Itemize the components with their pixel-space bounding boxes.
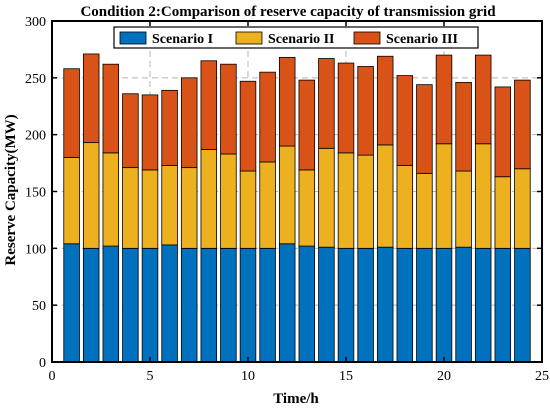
bar-scenario-iii-t23 [494, 86, 512, 178]
bar-scenario-iii-t17 [376, 55, 394, 146]
legend-swatch [119, 31, 147, 45]
bar-scenario-ii-t11 [259, 161, 276, 249]
bar-scenario-ii-t24 [514, 168, 531, 249]
bar-scenario-i-t21 [455, 246, 472, 363]
bar-scenario-i-t4 [122, 247, 139, 363]
bar-scenario-ii-t13 [298, 169, 316, 247]
bar-scenario-iii-t21 [455, 81, 472, 172]
bar-scenario-iii-t4 [122, 93, 139, 169]
bar-scenario-ii-t17 [376, 144, 394, 248]
bar-scenario-ii-t20 [435, 143, 453, 249]
bar-scenario-ii-t6 [161, 164, 178, 246]
x-tick-label: 15 [339, 369, 353, 384]
bar-scenario-ii-t9 [220, 153, 237, 249]
bar-scenario-iii-t8 [200, 60, 218, 150]
y-tick-label: 250 [25, 72, 46, 87]
bar-scenario-iii-t10 [239, 80, 257, 172]
x-tick-label: 20 [437, 369, 451, 384]
bar-scenario-ii-t19 [416, 172, 433, 249]
bar-scenario-iii-t6 [161, 89, 178, 166]
bar-scenario-i-t17 [376, 246, 394, 363]
y-tick-label: 150 [25, 186, 46, 201]
bar-scenario-iii-t24 [514, 79, 531, 170]
bar-scenario-iii-t14 [318, 58, 335, 149]
bar-scenario-ii-t15 [337, 152, 355, 249]
bar-scenario-i-t13 [298, 245, 316, 363]
bar-scenario-ii-t10 [239, 170, 257, 249]
bar-scenario-iii-t15 [337, 62, 355, 154]
bar-scenario-iii-t22 [474, 54, 492, 145]
y-tick-label: 200 [25, 129, 46, 144]
bar-scenario-iii-t12 [278, 56, 296, 147]
bar-scenario-iii-t19 [416, 84, 433, 174]
y-tick-label: 0 [39, 356, 46, 371]
bar-scenario-i-t15 [337, 247, 355, 363]
bar-scenario-i-t19 [416, 247, 433, 363]
bar-scenario-ii-t12 [278, 145, 296, 245]
y-tick-label: 100 [25, 242, 46, 257]
legend-swatch [235, 31, 263, 45]
bar-scenario-ii-t23 [494, 176, 512, 249]
x-tick-label: 25 [535, 369, 549, 384]
x-axis-label: Time/h [273, 391, 319, 407]
bar-scenario-iii-t9 [220, 63, 237, 155]
bar-scenario-i-t23 [494, 247, 512, 363]
bar-scenario-i-t1 [63, 243, 80, 363]
bar-scenario-ii-t4 [122, 167, 139, 249]
bar-scenario-i-t11 [259, 247, 276, 363]
bar-scenario-iii-t18 [396, 75, 414, 166]
bar-scenario-i-t12 [278, 243, 296, 363]
x-tick-label: 0 [49, 369, 56, 384]
bar-scenario-ii-t3 [102, 152, 120, 247]
bar-scenario-i-t3 [102, 245, 120, 363]
bar-scenario-ii-t2 [82, 142, 100, 249]
bar-scenario-i-t16 [357, 247, 374, 363]
bar-scenario-i-t2 [82, 247, 100, 363]
bar-scenario-iii-t20 [435, 54, 453, 145]
bar-scenario-ii-t18 [396, 164, 414, 249]
bar-scenario-iii-t1 [63, 68, 80, 158]
bar-scenario-i-t6 [161, 244, 178, 363]
legend-entry: Scenario II [268, 32, 335, 47]
bar-scenario-i-t9 [220, 247, 237, 363]
bar-scenario-ii-t22 [474, 143, 492, 249]
bar-scenario-i-t7 [180, 247, 198, 363]
y-tick-label: 300 [25, 15, 46, 30]
bar-scenario-ii-t21 [455, 170, 472, 248]
bar-scenario-ii-t16 [357, 154, 374, 249]
bar-scenario-iii-t5 [141, 94, 159, 171]
bar-scenario-ii-t5 [141, 169, 159, 249]
bar-scenario-iii-t3 [102, 63, 120, 154]
bar-scenario-i-t24 [514, 247, 531, 363]
legend-entry: Scenario III [386, 32, 458, 47]
x-tick-label: 10 [241, 369, 255, 384]
bar-scenario-i-t8 [200, 247, 218, 363]
legend-entry: Scenario I [152, 32, 213, 47]
legend: Scenario I Scenario II Scenario III [113, 26, 479, 49]
legend-box [113, 26, 479, 49]
bar-scenario-ii-t7 [180, 167, 198, 249]
bar-scenario-ii-t8 [200, 149, 218, 249]
bar-scenario-ii-t14 [318, 147, 335, 248]
plot-area: 0 50 100 150 200 250 300 0 5 10 15 20 25 [25, 15, 549, 384]
bar-scenario-iii-t11 [259, 71, 276, 163]
bar-scenario-iii-t16 [357, 66, 374, 156]
bar-scenario-iii-t13 [298, 79, 316, 171]
bar-scenario-iii-t2 [82, 53, 100, 144]
bar-scenario-ii-t1 [63, 156, 80, 245]
bar-scenario-i-t14 [318, 246, 335, 363]
bar-scenario-i-t5 [141, 247, 159, 363]
bar-scenario-i-t10 [239, 247, 257, 363]
bar-scenario-iii-t7 [180, 77, 198, 169]
x-tick-label: 5 [147, 369, 154, 384]
legend-swatch [353, 31, 381, 45]
bar-scenario-i-t20 [435, 247, 453, 363]
bar-scenario-i-t18 [396, 247, 414, 363]
chart-title: Condition 2:Comparison of reserve capaci… [80, 4, 496, 20]
bar-scenario-i-t22 [474, 247, 492, 363]
y-axis-label: Reserve Capacity(MW) [3, 114, 19, 265]
y-tick-label: 50 [32, 299, 46, 314]
